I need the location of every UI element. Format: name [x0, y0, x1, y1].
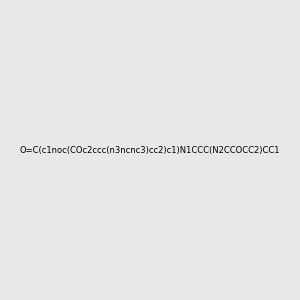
- Text: O=C(c1noc(COc2ccc(n3ncnc3)cc2)c1)N1CCC(N2CCOCC2)CC1: O=C(c1noc(COc2ccc(n3ncnc3)cc2)c1)N1CCC(N…: [20, 146, 280, 154]
